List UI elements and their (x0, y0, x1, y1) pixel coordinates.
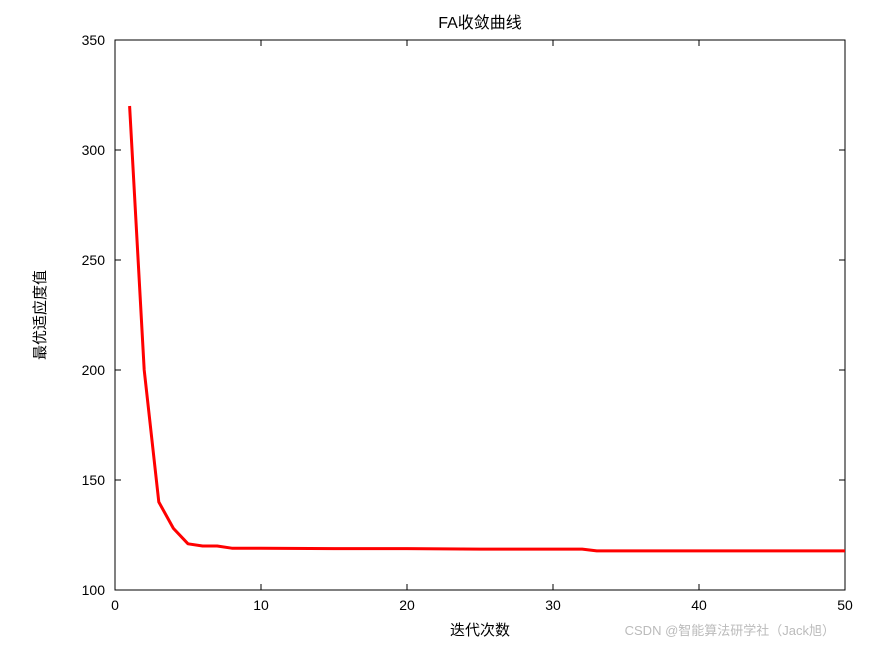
x-tick-label: 10 (253, 597, 269, 613)
y-tick-label: 200 (82, 362, 106, 378)
plot-area (115, 40, 845, 590)
chart-container: 0 10 20 30 40 50 100 150 200 250 300 350 FA收敛曲线迭代次数 最… (0, 0, 875, 656)
y-tick-label: 350 (82, 32, 106, 48)
convergence-chart: 0 10 20 30 40 50 100 150 200 250 300 350 FA收敛曲线迭代次数 最… (0, 0, 875, 656)
x-tick-label: 20 (399, 597, 415, 613)
y-tick-label: 250 (82, 252, 106, 268)
y-axis-label: 最优适应度值 (31, 270, 49, 360)
x-tick-label: 30 (545, 597, 561, 613)
watermark-text: CSDN @智能算法研学社（Jack旭） (625, 623, 835, 638)
y-tick-label: 150 (82, 472, 106, 488)
x-tick-label: 50 (837, 597, 853, 613)
x-tick-label: 0 (111, 597, 119, 613)
y-tick-label: 300 (82, 142, 106, 158)
x-tick-label: 40 (691, 597, 707, 613)
y-tick-label: 100 (82, 582, 106, 598)
x-axis-label: 迭代次数 (450, 622, 510, 639)
chart-title: FA收敛曲线 (438, 14, 522, 32)
